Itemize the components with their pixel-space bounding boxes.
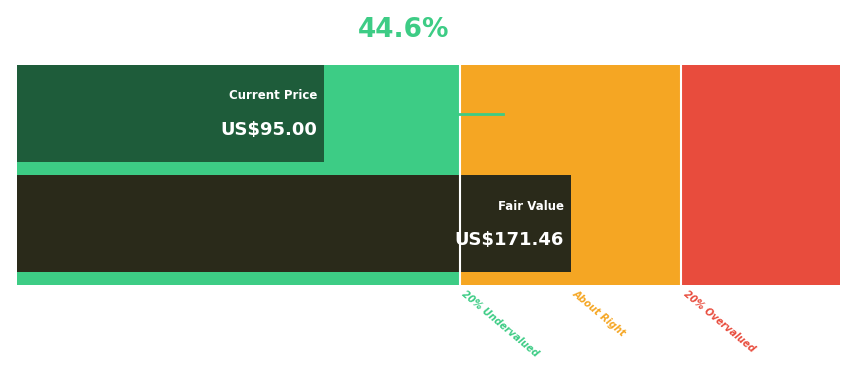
Text: US$171.46: US$171.46 [454, 231, 563, 249]
Text: Fair Value: Fair Value [497, 200, 563, 213]
Bar [17, 65, 324, 162]
Text: 44.6%: 44.6% [358, 17, 449, 43]
Text: About Right: About Right [570, 289, 626, 339]
Bar [459, 65, 681, 285]
Text: Undervalued: Undervalued [358, 73, 447, 86]
Bar [17, 65, 839, 285]
Text: 20% Overvalued: 20% Overvalued [681, 289, 756, 354]
Bar [681, 65, 839, 285]
Text: US$95.00: US$95.00 [220, 121, 317, 139]
Text: 20% Undervalued: 20% Undervalued [459, 289, 540, 359]
Bar [17, 175, 570, 272]
Text: Current Price: Current Price [228, 89, 317, 103]
